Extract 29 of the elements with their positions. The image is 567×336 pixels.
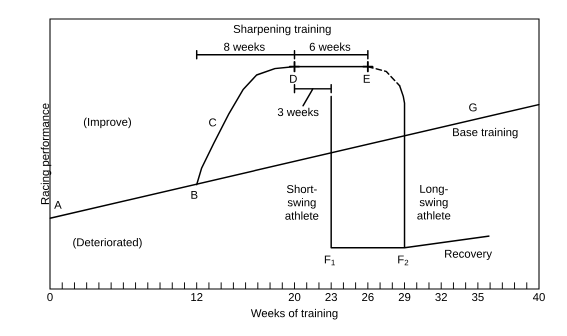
text: Sharpening training — [234, 24, 331, 36]
annotation: 6 weeks — [310, 42, 350, 51]
x-tick-label: 23 — [325, 293, 337, 302]
x-tick-label: 40 — [532, 293, 545, 302]
annotation: E — [364, 74, 370, 83]
x-tick-label: 26 — [362, 293, 374, 302]
annotation: C — [209, 118, 216, 126]
annotation: Base training — [453, 128, 518, 138]
annotation: A — [54, 200, 62, 209]
annotation: G — [469, 103, 477, 112]
y-axis-title: Racing performance — [40, 104, 52, 204]
annotation: F$_{1}$ — [324, 256, 335, 266]
annotation: 3 weeks — [278, 108, 319, 116]
x-tick-label: 0 — [47, 293, 53, 302]
series-label: Long-swing athlete — [417, 184, 450, 220]
annotation: F$_{2}$ — [398, 256, 408, 266]
annotation: D — [290, 74, 297, 83]
annotation: Recovery — [445, 250, 492, 260]
series-label: Short-swing athlete — [285, 184, 318, 220]
x-tick-label: 20 — [288, 293, 300, 302]
annotation: (Improve) — [84, 118, 131, 128]
annotation: B — [191, 190, 198, 199]
annotation: 8 weeks — [224, 42, 265, 51]
x-axis-title: Weeks of training — [250, 308, 338, 320]
x-tick-label: 32 — [435, 293, 447, 302]
x-tick-label: 35 — [472, 293, 484, 302]
x-tick-label: 12 — [191, 293, 202, 301]
x-tick-label: 29 — [398, 293, 410, 302]
annotation: (Deteriorated) — [73, 238, 142, 249]
